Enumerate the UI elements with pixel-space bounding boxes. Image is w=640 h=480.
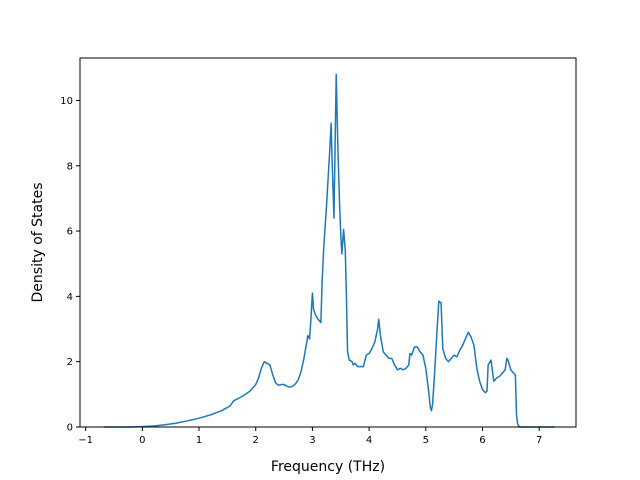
y-tick-label: 4 <box>67 292 73 303</box>
axes-frame <box>79 57 577 428</box>
x-tick-label: 7 <box>536 435 542 446</box>
series-line-0 <box>103 73 556 428</box>
y-tick-label: 0 <box>67 423 73 434</box>
x-tick-label: 5 <box>423 435 429 446</box>
y-tick-label: 10 <box>60 96 73 107</box>
x-tick-label: 0 <box>139 435 145 446</box>
x-tick-label: 6 <box>479 435 485 446</box>
y-tick-label: 6 <box>67 227 73 238</box>
x-axis-label: Frequency (THz) <box>271 459 385 475</box>
plot-area <box>103 73 556 428</box>
y-tick-label: 2 <box>67 357 73 368</box>
ticks: −1 0 1 2 3 4 5 6 7 0 2 4 6 8 10 <box>60 96 542 446</box>
x-tick-label: 2 <box>253 435 259 446</box>
x-tick-label: −1 <box>78 435 93 446</box>
x-tick-label: 4 <box>366 435 372 446</box>
x-tick-label: 3 <box>309 435 315 446</box>
x-tick-label: 1 <box>196 435 202 446</box>
y-tick-label: 8 <box>67 161 73 172</box>
y-axis-label: Density of States <box>30 183 46 303</box>
